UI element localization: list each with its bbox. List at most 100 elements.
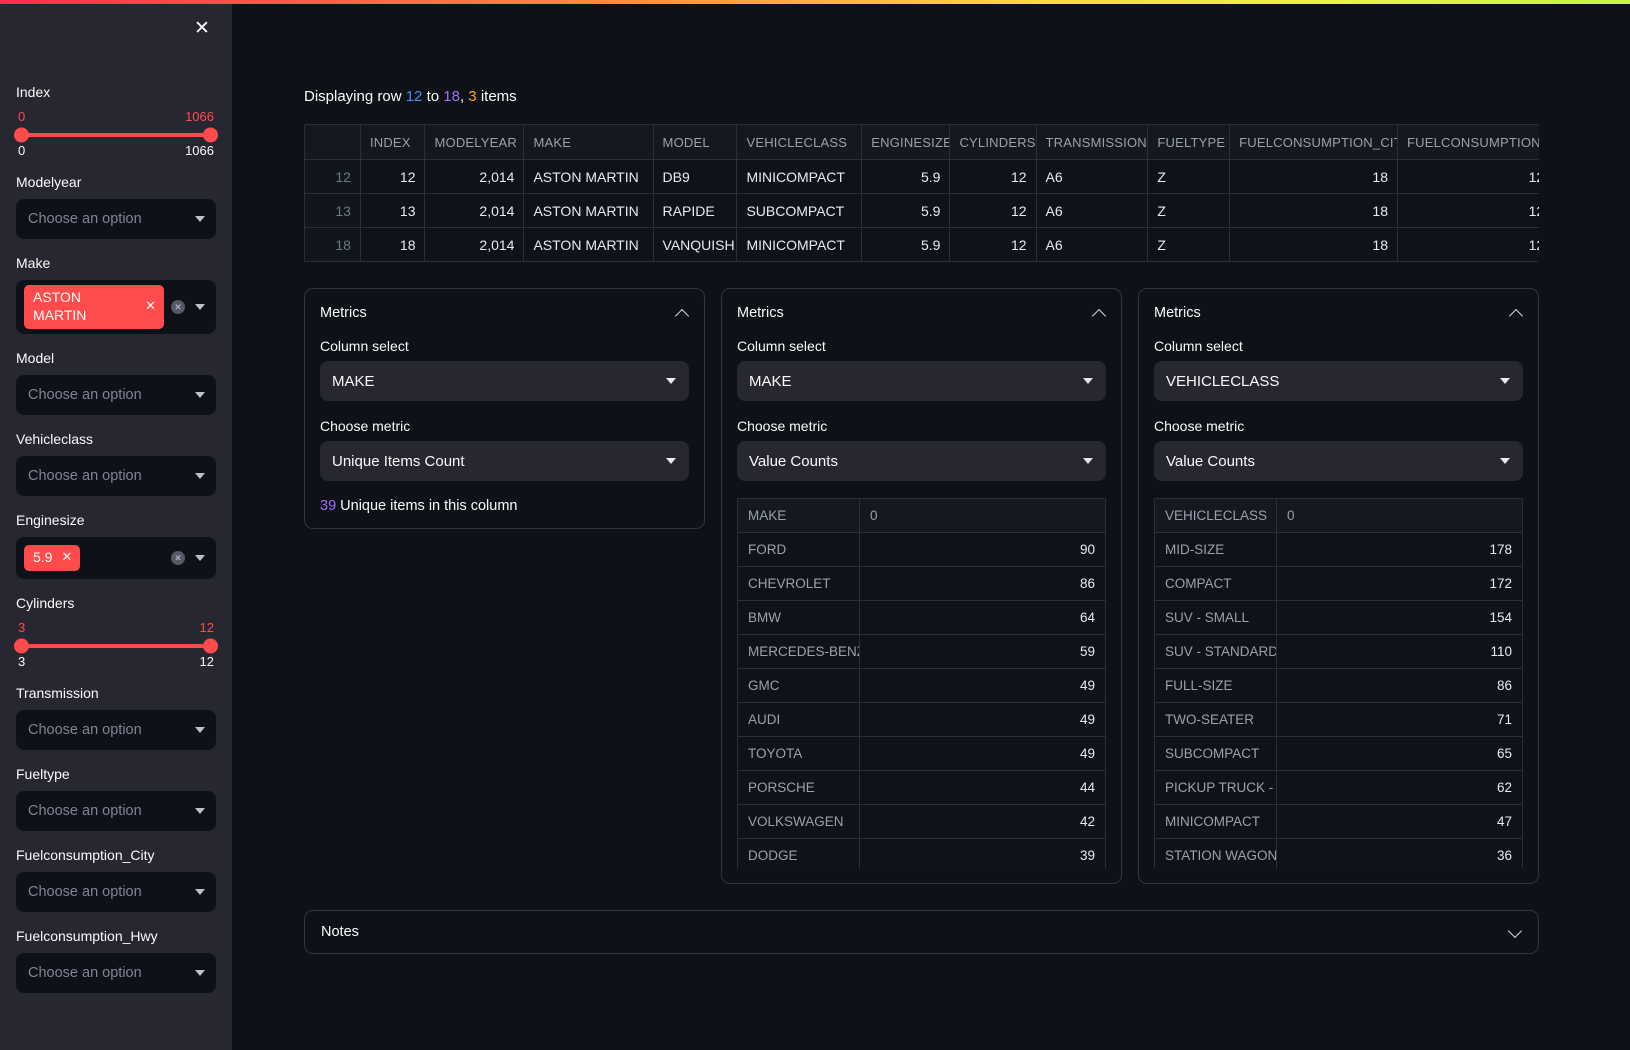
filter-sidebar: ✕ Index 0 1066 0 1066: [0, 0, 232, 1050]
col-header[interactable]: [304, 124, 361, 160]
metric-select-dropdown[interactable]: Value Counts: [737, 441, 1106, 481]
col-header[interactable]: MAKE: [523, 124, 654, 160]
table-row[interactable]: PORSCHE 44: [737, 770, 1106, 805]
clear-all-icon[interactable]: ✕: [171, 551, 185, 565]
status-to: 18: [443, 88, 460, 105]
table-row[interactable]: MINICOMPACT 47: [1154, 804, 1523, 839]
chevron-up-icon[interactable]: [1093, 307, 1106, 320]
fuelconsumption-hwy-select[interactable]: Choose an option: [16, 953, 216, 993]
chevron-down-icon: [1083, 378, 1093, 384]
selected-chip[interactable]: 5.9 ✕: [24, 544, 81, 572]
cylinders-slider[interactable]: 3 12 3 12: [14, 620, 218, 669]
selected-chip[interactable]: ASTON MARTIN ✕: [24, 285, 164, 329]
vehicleclass-select[interactable]: Choose an option: [16, 456, 216, 496]
metric-select-value: Value Counts: [1166, 452, 1255, 470]
chevron-down-icon[interactable]: [1509, 926, 1522, 939]
table-row[interactable]: VOLKSWAGEN 42: [737, 804, 1106, 839]
table-row[interactable]: GMC 49: [737, 668, 1106, 703]
cell-fueltype: Z: [1147, 193, 1231, 228]
table-row[interactable]: FORD 90: [737, 532, 1106, 567]
chip-label: ASTON MARTIN: [33, 289, 87, 323]
status-prefix: Displaying row: [304, 88, 402, 105]
table-row[interactable]: FULL-SIZE 86: [1154, 668, 1523, 703]
vc-col-key[interactable]: MAKE: [737, 498, 860, 533]
col-header[interactable]: INDEX: [359, 124, 426, 160]
col-header[interactable]: MODELYEAR: [424, 124, 525, 160]
table-row[interactable]: TWO-SEATER 71: [1154, 702, 1523, 737]
fuelconsumption-city-select[interactable]: Choose an option: [16, 872, 216, 912]
slider-max-value: 12: [199, 620, 214, 635]
slider-min-value: 0: [18, 109, 26, 124]
col-header[interactable]: ENGINESIZE: [861, 124, 951, 160]
column-select-dropdown[interactable]: VEHICLECLASS: [1154, 361, 1523, 401]
col-header[interactable]: FUELCONSUMPTION_CITY: [1229, 124, 1398, 160]
chevron-up-icon[interactable]: [676, 307, 689, 320]
slider-track[interactable]: [14, 127, 218, 143]
vc-key: MERCEDES-BENZ: [737, 634, 860, 669]
chevron-up-icon[interactable]: [1510, 307, 1523, 320]
modelyear-select[interactable]: Choose an option: [16, 199, 216, 239]
vc-value: 42: [859, 804, 1106, 839]
table-row[interactable]: CHEVROLET 86: [737, 566, 1106, 601]
table-row[interactable]: DODGE 39: [737, 838, 1106, 869]
table-row[interactable]: 18 18 2,014 ASTON MARTIN VANQUISH MINICO…: [304, 227, 1539, 262]
col-header[interactable]: FUELCONSUMPTION_HWY: [1396, 124, 1539, 160]
column-select-dropdown[interactable]: MAKE: [320, 361, 689, 401]
table-row[interactable]: AUDI 49: [737, 702, 1106, 737]
clear-all-icon[interactable]: ✕: [171, 300, 185, 314]
filter-modelyear: Modelyear Choose an option: [16, 172, 216, 239]
table-row[interactable]: 13 13 2,014 ASTON MARTIN RAPIDE SUBCOMPA…: [304, 193, 1539, 228]
value-counts-container[interactable]: MAKE 0 FORD 90 CHEVROLET 86 BMW 64 MERCEDES…: [737, 498, 1106, 869]
chip-remove-icon[interactable]: ✕: [145, 298, 156, 314]
table-row[interactable]: SUV - SMALL 154: [1154, 600, 1523, 635]
table-row[interactable]: SUV - STANDARD 110: [1154, 634, 1523, 669]
cell-vehicleclass: SUBCOMPACT: [736, 193, 863, 228]
vc-col-value[interactable]: 0: [1276, 498, 1523, 533]
col-header[interactable]: MODEL: [652, 124, 738, 160]
col-header[interactable]: FUELTYPE: [1147, 124, 1231, 160]
chevron-down-icon: [195, 808, 205, 814]
col-header[interactable]: CYLINDERS: [949, 124, 1037, 160]
model-select[interactable]: Choose an option: [16, 375, 216, 415]
vc-value: 65: [1276, 736, 1523, 771]
fueltype-select[interactable]: Choose an option: [16, 791, 216, 831]
enginesize-multiselect[interactable]: 5.9 ✕ ✕: [16, 537, 216, 579]
table-row[interactable]: SUBCOMPACT 65: [1154, 736, 1523, 771]
metric-select-dropdown[interactable]: Value Counts: [1154, 441, 1523, 481]
value-counts-table: VEHICLECLASS 0 MID-SIZE 178 COMPACT 172 SU…: [1154, 498, 1523, 869]
metrics-card-1: Metrics Column select MAKE Choose metric…: [304, 288, 705, 529]
filter-transmission: Transmission Choose an option: [16, 683, 216, 750]
filter-fueltype: Fueltype Choose an option: [16, 764, 216, 831]
close-icon[interactable]: ✕: [188, 14, 216, 42]
index-slider[interactable]: 0 1066 0 1066: [14, 109, 218, 158]
table-row[interactable]: STATION WAGON - S36: [1154, 838, 1523, 869]
table-row[interactable]: MERCEDES-BENZ 59: [737, 634, 1106, 669]
column-select-dropdown[interactable]: MAKE: [737, 361, 1106, 401]
table-row[interactable]: MID-SIZE 178: [1154, 532, 1523, 567]
vc-col-key[interactable]: VEHICLECLASS: [1154, 498, 1277, 533]
data-table-container[interactable]: INDEX MODELYEAR MAKE MODEL VEHICLECLASS …: [304, 124, 1539, 262]
slider-handle-left[interactable]: [14, 127, 29, 143]
notes-expander[interactable]: Notes: [304, 910, 1539, 954]
make-multiselect[interactable]: ASTON MARTIN ✕ ✕: [16, 280, 216, 334]
transmission-select[interactable]: Choose an option: [16, 710, 216, 750]
table-row[interactable]: 12 12 2,014 ASTON MARTIN DB9 MINICOMPACT…: [304, 159, 1539, 194]
vc-value: 59: [859, 634, 1106, 669]
col-header[interactable]: VEHICLECLASS: [736, 124, 863, 160]
metric-select-dropdown[interactable]: Unique Items Count: [320, 441, 689, 481]
filter-label: Vehicleclass: [16, 431, 94, 447]
table-row[interactable]: BMW 64: [737, 600, 1106, 635]
slider-track[interactable]: [14, 638, 218, 654]
slider-handle-left[interactable]: [14, 638, 29, 654]
table-row[interactable]: COMPACT 172: [1154, 566, 1523, 601]
value-counts-container[interactable]: VEHICLECLASS 0 MID-SIZE 178 COMPACT 172 SU…: [1154, 498, 1523, 869]
slider-bound-min: 3: [18, 654, 26, 669]
table-row[interactable]: TOYOTA 49: [737, 736, 1106, 771]
cell-model: VANQUISH: [652, 227, 738, 262]
slider-handle-right[interactable]: [203, 127, 218, 143]
vc-col-value[interactable]: 0: [859, 498, 1106, 533]
col-header[interactable]: TRANSMISSION: [1035, 124, 1149, 160]
slider-handle-right[interactable]: [203, 638, 218, 654]
table-row[interactable]: PICKUP TRUCK - ST.62: [1154, 770, 1523, 805]
chip-remove-icon[interactable]: ✕: [61, 549, 73, 565]
